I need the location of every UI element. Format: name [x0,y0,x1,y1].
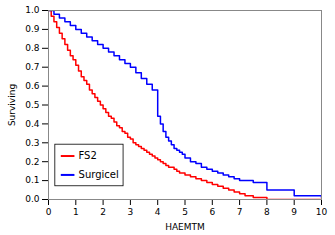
svg-text:0.9: 0.9 [25,24,40,34]
svg-text:1: 1 [73,207,79,217]
svg-text:9: 9 [291,207,297,217]
svg-text:6: 6 [209,207,215,217]
svg-text:2: 2 [100,207,106,217]
svg-text:1.0: 1.0 [25,5,40,15]
svg-text:0.3: 0.3 [25,138,39,148]
svg-text:3: 3 [128,207,134,217]
svg-text:4: 4 [155,207,161,217]
svg-text:0.1: 0.1 [25,175,39,185]
svg-text:0.4: 0.4 [25,119,40,129]
svg-text:0.8: 0.8 [25,43,40,53]
svg-text:7: 7 [237,207,243,217]
svg-text:8: 8 [264,207,270,217]
svg-text:Surviving: Surviving [7,84,17,126]
svg-text:0.2: 0.2 [25,157,39,167]
svg-text:10: 10 [316,207,328,217]
svg-text:HAEMTM: HAEMTM [165,222,205,232]
svg-text:0.5: 0.5 [25,100,39,110]
svg-text:Surgicel: Surgicel [79,169,119,180]
svg-text:0.7: 0.7 [25,62,39,72]
svg-text:FS2: FS2 [79,150,97,161]
svg-text:5: 5 [182,207,188,217]
svg-text:0.0: 0.0 [25,194,40,204]
svg-text:0.6: 0.6 [25,81,40,91]
svg-text:0: 0 [46,207,52,217]
